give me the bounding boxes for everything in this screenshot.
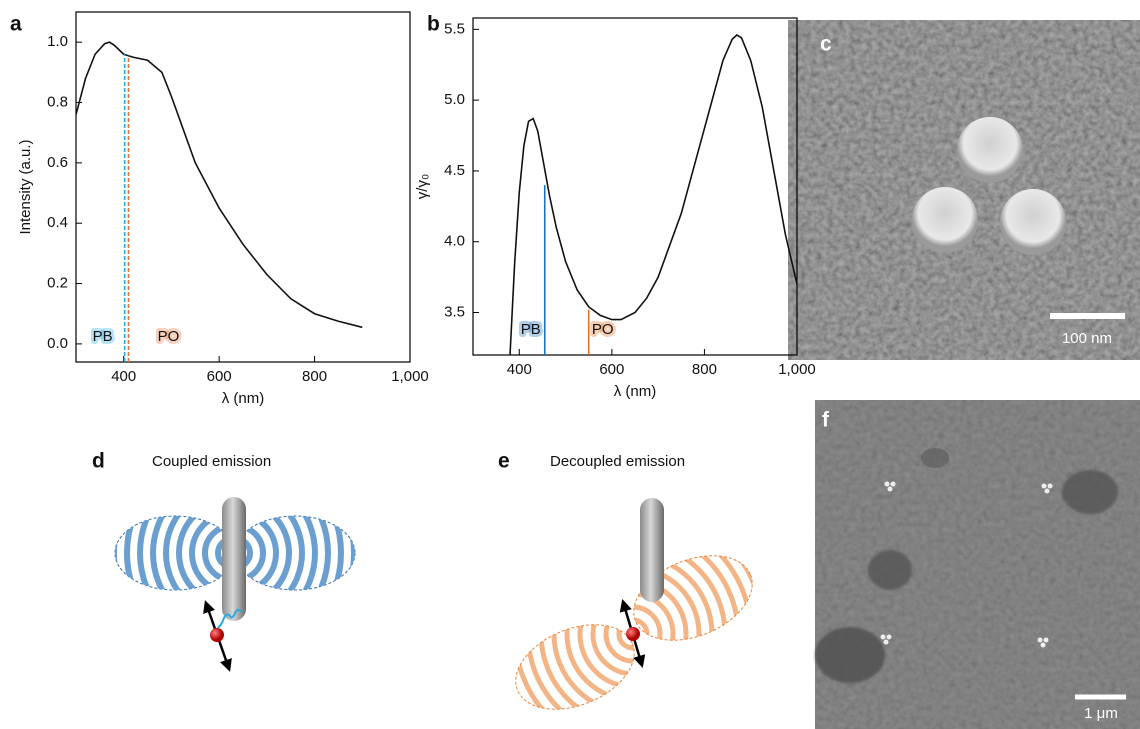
marker-label: PB: [93, 328, 113, 345]
nanoparticle: [957, 117, 1023, 183]
x-tick-label: 400: [507, 361, 532, 378]
x-tick-label: 1,000: [778, 361, 816, 378]
panel-letter: c: [820, 33, 832, 56]
wavefront: [137, 516, 235, 590]
x-tick-label: 400: [111, 368, 136, 385]
chart: a 0.0 0.2 0.4 0.6 0.8 1.0 400 600 800 1,000 λ (nm) I…: [10, 11, 429, 407]
wavefront: [235, 516, 305, 590]
marker-label: PB: [521, 321, 541, 338]
wavefront: [235, 516, 355, 590]
wavefront: [235, 516, 344, 590]
y-tick-label: 0.8: [47, 93, 68, 110]
sem-image-f: 1 μm f: [815, 400, 1140, 729]
scale-bar-label: 100 nm: [1062, 330, 1112, 347]
y-tick-label: 0.4: [47, 214, 68, 231]
y-tick-label: 3.5: [444, 303, 465, 320]
panel-title: Coupled emission: [152, 453, 271, 470]
y-tick-label: 5.0: [444, 91, 465, 108]
wavefront: [189, 516, 235, 590]
marker-label: PO: [592, 321, 614, 338]
y-tick-label: 0.6: [47, 154, 68, 171]
nanoparticle: [1000, 189, 1066, 255]
y-tick-label: 1.0: [47, 33, 68, 50]
y-axis-label: Intensity (a.u.): [17, 139, 34, 234]
y-tick-label: 0.2: [47, 275, 68, 292]
emission-lobe: [621, 539, 765, 657]
x-tick-label: 800: [692, 361, 717, 378]
diagram-d: d Coupled emission: [92, 450, 356, 672]
x-tick-label: 1,000: [391, 368, 429, 385]
line: [76, 41, 363, 329]
scale-bar-label: 1 μm: [1084, 705, 1118, 722]
wavefront: [176, 516, 235, 590]
wavefront: [163, 516, 235, 590]
wavefront: [235, 516, 292, 590]
line: [509, 33, 797, 355]
plot-frame: [472, 17, 798, 356]
panel-letter: e: [498, 450, 510, 473]
y-tick-label: 0.0: [47, 335, 68, 352]
plot-area: [509, 33, 797, 355]
marker-label: PO: [158, 328, 180, 345]
panel-letter: f: [822, 409, 830, 432]
sem-image-c: 100 nm c: [788, 20, 1140, 360]
y-tick-label: 5.5: [444, 20, 465, 37]
plot-area: [76, 41, 363, 362]
charts: a 0.0 0.2 0.4 0.6 0.8 1.0 400 600 800 1,000 λ (nm) I…: [10, 11, 816, 407]
chart: b 3.5 4.0 4.5 5.0 5.5 400 600 800 1,000 λ (nm) γ/γ₀…: [414, 13, 816, 400]
x-axis-label: λ (nm): [614, 383, 657, 400]
panel-letter: b: [427, 13, 440, 36]
panel-letter: d: [92, 450, 105, 473]
x-tick-label: 800: [302, 368, 327, 385]
wavefront: [124, 516, 235, 590]
panel-title: Decoupled emission: [550, 453, 685, 470]
x-tick-label: 600: [599, 361, 624, 378]
y-tick-label: 4.5: [444, 162, 465, 179]
x-tick-label: 600: [207, 368, 232, 385]
wavefront: [235, 516, 318, 590]
wavefront: [235, 516, 331, 590]
x-axis-label: λ (nm): [222, 390, 265, 407]
diagram-e: e Decoupled emission: [498, 450, 765, 726]
panel-letter: a: [10, 13, 22, 36]
wavefront: [150, 516, 235, 590]
nanoparticle: [912, 187, 978, 253]
y-tick-label: 4.0: [444, 233, 465, 250]
y-axis-label: γ/γ₀: [414, 174, 431, 199]
plot-frame: [75, 11, 411, 363]
wavefront: [235, 516, 279, 590]
